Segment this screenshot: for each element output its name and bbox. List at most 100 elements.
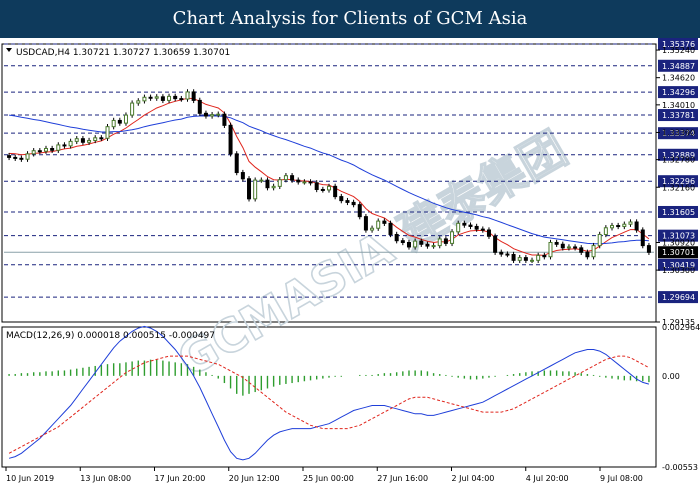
candle-body [443,238,448,244]
candle-body [320,188,325,191]
level-label-bg [658,291,698,304]
candle-body [579,247,584,253]
candle [554,239,559,247]
candle [511,251,516,263]
candle-body [259,179,264,182]
level-label-bg [658,229,698,242]
candle-body [462,222,467,226]
candle-body [622,223,627,227]
level-label-bg [658,38,698,50]
candle-body [265,179,270,189]
level-label-bg [658,127,698,140]
candle [406,239,411,250]
candle [93,135,98,144]
macd-tick-label: 0.002964 [662,323,700,332]
price-tick-label: 1.32780 [662,156,695,165]
candle [591,242,596,260]
candle-body [566,246,571,249]
candle [136,98,141,106]
candle [277,177,282,190]
candle [19,155,24,162]
candle [474,223,479,232]
candle-body [167,95,172,101]
candle-body [486,229,491,237]
macd-indicator: 0.002964 0.00 -0.00553 [8,323,700,472]
candle [523,254,528,263]
level-label: 1.31605 [662,208,695,217]
macd-tick-label: -0.00553 [662,463,698,472]
candle-body [610,225,615,229]
candle [603,225,608,238]
time-axis: 10 Jun 2019 13 Jun 08:00 17 Jun 20:00 20 Ju… [5,467,643,483]
macd-panel[interactable] [1,326,657,468]
candle [327,183,331,193]
chart-canvas[interactable]: GCMASIA 建泰集团 1.353761.348871.342961.3378… [0,38,700,500]
candle-body [271,185,276,189]
candle [486,227,491,239]
candle [216,111,221,118]
candle [173,93,178,102]
candle [480,226,485,233]
level-label-bg [658,148,698,161]
candle-body [351,201,356,206]
candle [548,239,553,260]
candle-body [548,241,553,258]
candle [370,225,375,233]
chart-dropdown-icon[interactable] [6,48,12,52]
candle-body [505,253,510,256]
candle [50,145,55,153]
candle-body [74,138,79,142]
price-tick-label: 1.29135 [662,318,695,327]
candle [468,222,473,230]
candle-body [277,179,282,187]
candle-body [191,91,196,101]
price-panel[interactable] [1,43,657,323]
candle-body [523,257,528,261]
candle [530,257,535,263]
candle [634,219,639,233]
candle [345,197,350,206]
candle [247,176,252,202]
level-label-bg [658,175,698,188]
candle-body [290,175,295,181]
candle-body [314,182,319,190]
candle-body [308,181,313,184]
time-tick-label: 13 Jun 08:00 [80,474,131,483]
candle-body [136,100,141,104]
candle [320,186,325,193]
candle [339,193,344,204]
candle [222,111,227,129]
level-label: 1.33374 [662,129,695,138]
candle-body [628,221,633,225]
candle [400,238,405,246]
candle [111,117,116,130]
candle-body [345,200,350,203]
candle [505,251,510,258]
candle-body [80,138,85,143]
candle [351,199,356,208]
candle-body [333,185,338,198]
candle-body [357,204,362,218]
candle [640,227,645,249]
candle [597,231,602,249]
candle [123,112,128,126]
candle [388,220,393,238]
price-chart-title: USDCAD,H4 1.30721 1.30727 1.30659 1.3070… [16,48,230,58]
candle [142,94,147,104]
time-tick-label: 2 Jul 04:00 [452,474,495,483]
candle-body [7,155,12,158]
level-label: 1.29694 [662,293,695,302]
candle-body [474,225,479,230]
candle-body [37,150,42,153]
price-tick-label: 1.35240 [662,46,695,55]
candle-body [499,251,504,255]
level-label-bg [658,86,698,99]
candle-body [62,144,67,147]
price-tick-label: 1.30920 [662,238,695,247]
candle [573,244,578,251]
level-label: 1.34296 [662,88,695,97]
level-label-bg [658,258,698,271]
candle [154,94,159,101]
price-tick-label: 1.32160 [662,183,695,192]
candle-body [56,144,61,151]
